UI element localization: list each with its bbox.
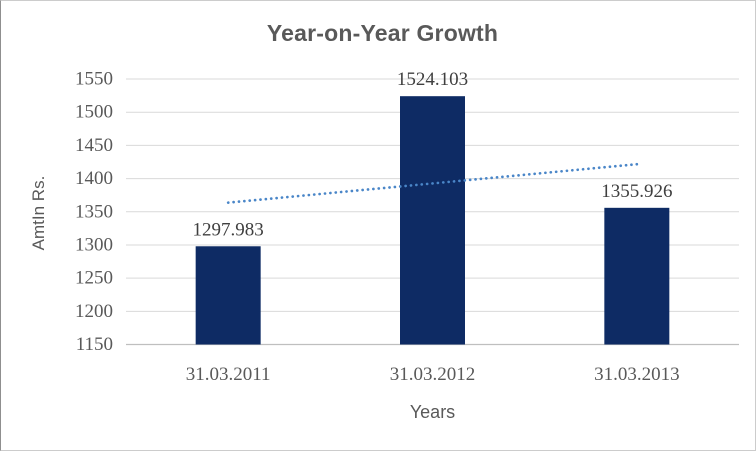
bar-value-label: 1297.983 — [193, 219, 264, 240]
y-tick-label: 1150 — [76, 334, 113, 355]
y-tick-label: 1200 — [75, 301, 113, 322]
bar-value-label: 1355.926 — [601, 181, 672, 202]
x-category-label: 31.03.2012 — [390, 364, 476, 385]
bar — [604, 207, 670, 345]
chart-title: Year-on-Year Growth — [266, 20, 499, 46]
y-tick-label: 1300 — [75, 234, 113, 255]
x-category-label: 31.03.2013 — [594, 364, 680, 385]
bar — [195, 246, 261, 345]
trendline — [226, 162, 639, 205]
y-tick-label: 1550 — [75, 69, 113, 90]
x-axis-title: Years — [409, 402, 456, 422]
y-tick-label: 1400 — [75, 168, 113, 189]
bar — [400, 96, 465, 345]
y-tick-label: 1500 — [75, 102, 113, 123]
x-category-label: 31.03.2011 — [186, 364, 271, 385]
y-tick-label: 1350 — [75, 201, 113, 222]
y-tick-label: 1250 — [75, 268, 113, 289]
bar-value-label: 1524.103 — [397, 69, 468, 90]
y-tick-label: 1450 — [75, 135, 113, 156]
